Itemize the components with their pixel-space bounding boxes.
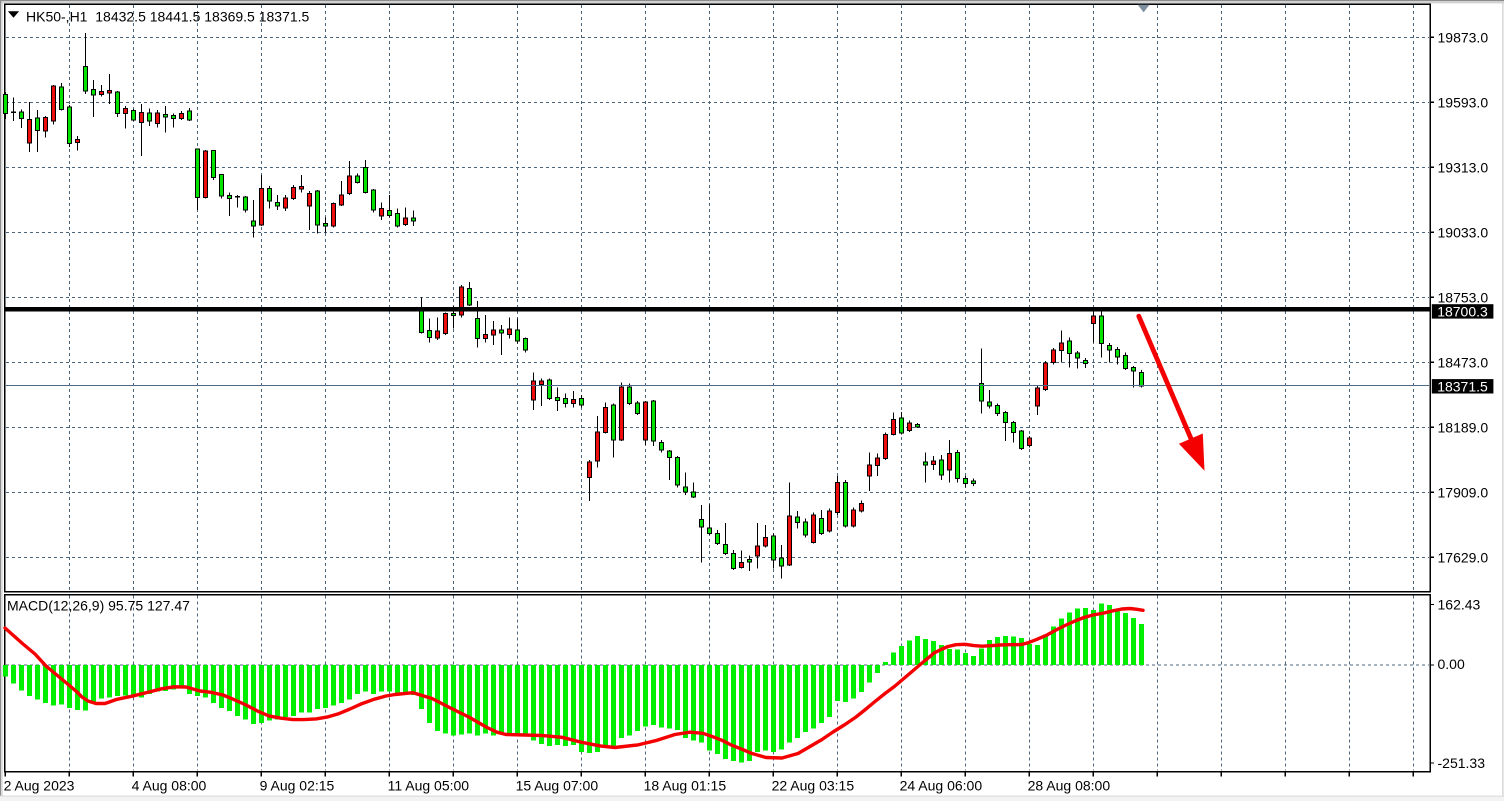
svg-text:2 Aug 2023: 2 Aug 2023 — [4, 777, 75, 793]
svg-text:17629.0: 17629.0 — [1438, 549, 1489, 565]
svg-text:18700.3: 18700.3 — [1437, 303, 1488, 319]
svg-text:11 Aug 05:00: 11 Aug 05:00 — [388, 777, 470, 793]
svg-text:22 Aug 03:15: 22 Aug 03:15 — [772, 777, 855, 793]
svg-text:18371.5: 18371.5 — [1437, 378, 1488, 394]
svg-text:24 Aug 06:00: 24 Aug 06:00 — [900, 777, 983, 793]
svg-text:9 Aug 02:15: 9 Aug 02:15 — [260, 777, 335, 793]
svg-text:17909.0: 17909.0 — [1438, 484, 1489, 500]
svg-text:0.00: 0.00 — [1438, 656, 1465, 672]
svg-text:18753.0: 18753.0 — [1438, 289, 1489, 305]
svg-text:HK50-,H1 18432.5 18441.5 1836: HK50-,H1 18432.5 18441.5 18369.5 18371.5 — [26, 8, 310, 24]
svg-text:18 Aug 01:15: 18 Aug 01:15 — [644, 777, 727, 793]
svg-text:28 Aug 08:00: 28 Aug 08:00 — [1028, 777, 1111, 793]
svg-text:-251.33: -251.33 — [1438, 755, 1486, 771]
svg-text:4 Aug 08:00: 4 Aug 08:00 — [132, 777, 207, 793]
svg-text:162.43: 162.43 — [1438, 596, 1481, 612]
svg-text:19033.0: 19033.0 — [1438, 224, 1489, 240]
svg-text:19313.0: 19313.0 — [1438, 159, 1489, 175]
svg-text:18189.0: 18189.0 — [1438, 419, 1489, 435]
svg-text:MACD(12,26,9) 95.75 127.47: MACD(12,26,9) 95.75 127.47 — [7, 598, 190, 614]
svg-text:15 Aug 07:00: 15 Aug 07:00 — [516, 777, 599, 793]
svg-text:19593.0: 19593.0 — [1438, 94, 1489, 110]
svg-text:18473.0: 18473.0 — [1438, 354, 1489, 370]
svg-text:19873.0: 19873.0 — [1438, 29, 1489, 45]
